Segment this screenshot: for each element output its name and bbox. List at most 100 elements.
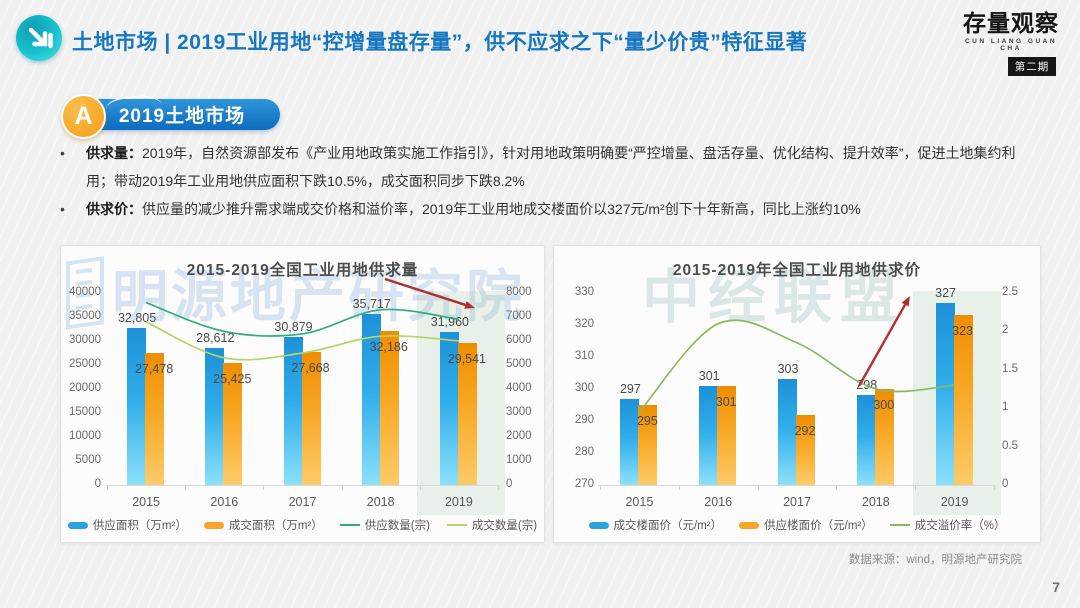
- right-axis-tick: 0.5: [1002, 439, 1018, 452]
- bar-value-label: 27,668: [291, 361, 330, 376]
- legend-label: 成交溢价率（%）: [914, 520, 1006, 532]
- legend-swatch: [739, 521, 760, 529]
- left-axis-tick: 270: [574, 478, 594, 490]
- x-axis-tickmark: [757, 486, 759, 490]
- left-axis-tick: 280: [574, 446, 594, 458]
- left-axis-tick: 310: [574, 350, 594, 362]
- left-axis-tick: 300: [574, 382, 594, 394]
- x-axis-tickmark: [678, 486, 680, 490]
- chart-supply-demand-price: 2015-2019年全国工业用地供求价 330 320 310 300 290 280 27…: [553, 245, 1041, 543]
- legend-label: 供应数量(宗): [364, 520, 430, 532]
- legend-item: 供应面积（万m²）: [67, 517, 187, 533]
- x-axis-tickmark: [107, 486, 108, 490]
- bar-blue-2018: [856, 395, 876, 485]
- bar-value-label: 301: [698, 368, 720, 383]
- data-source: 数据来源：wind，明源地产研究院: [848, 554, 1022, 566]
- legend-label: 成交面积（万m²）: [228, 520, 323, 532]
- legend-item: 成交楼面价（元/m²）: [588, 517, 723, 533]
- bar-orange-2015: [638, 405, 658, 485]
- right-axis-tick: 7000: [506, 310, 532, 322]
- legend-item: 成交溢价率（%）: [889, 517, 1006, 533]
- bar-orange-2015: [145, 353, 165, 485]
- legend-label: 供应楼面价（元/m²）: [764, 520, 873, 532]
- bar-blue-2015: [620, 398, 640, 485]
- bar-value-label: 29,541: [447, 352, 486, 367]
- x-axis-label: 2019: [444, 495, 473, 509]
- bar-orange-2018: [874, 389, 894, 485]
- left-axis-tick: 40000: [69, 286, 101, 298]
- bullet-dot: •: [60, 201, 65, 217]
- x-axis-tickmark: [185, 486, 187, 490]
- bullet-text: 2019年，自然资源部发布《产业用地政策实施工作指引》，针对用地政策明确要“严控…: [86, 145, 1016, 189]
- brand-logo: 存量观察 CUN LIANG GUAN CHA 第二期: [956, 12, 1066, 76]
- right-axis-tick: 2.5: [1002, 286, 1018, 298]
- right-axis-tick: 1: [1002, 401, 1009, 414]
- issue-badge: 第二期: [1007, 57, 1057, 76]
- left-axis-tick: 0: [94, 478, 101, 490]
- legend-swatch: [339, 524, 360, 526]
- bullet-text: 供应量的减少推升需求端成交价格和溢价率，2019年工业用地成交楼面价以327元/…: [142, 201, 861, 217]
- x-axis-tickmark: [419, 486, 421, 490]
- bullet-supply-demand-price: • 供求价：供应量的减少推升需求端成交价格和溢价率，2019年工业用地成交楼面价…: [58, 195, 1038, 223]
- bar-orange-2018: [379, 330, 399, 485]
- legend: 供应面积（万m²） 成交面积（万m²） 供应数量(宗) 成交数量(宗): [61, 517, 544, 533]
- bar-value-label: 27,478: [134, 362, 174, 377]
- bar-orange-2017: [796, 414, 815, 485]
- x-axis-label: 2018: [366, 495, 395, 509]
- bar-value-label: 32,186: [369, 339, 408, 354]
- right-axis-tick: 8000: [506, 286, 532, 298]
- bar-orange-2019: [953, 315, 973, 485]
- x-axis-line: [105, 485, 500, 486]
- right-axis-tick: 2: [1002, 324, 1009, 337]
- legend-item: 供应楼面价（元/m²）: [739, 517, 873, 533]
- bar-value-label: 35,717: [352, 296, 391, 311]
- right-axis-tick: 3000: [506, 406, 532, 418]
- bar-value-label: 30,879: [274, 319, 313, 334]
- bar-value-label: 297: [619, 381, 641, 396]
- x-axis-tickmark: [498, 486, 499, 490]
- brand-arrow-icon: [16, 15, 62, 61]
- bullet-dot: •: [60, 145, 65, 161]
- legend-swatch: [588, 521, 609, 529]
- bar-value-label: 327: [935, 285, 957, 300]
- chart-title: 2015-2019年全国工业用地供求价: [672, 262, 922, 279]
- legend-label: 供应面积（万m²）: [92, 520, 187, 532]
- right-axis-tick: 1.5: [1002, 362, 1018, 375]
- bar-value-label: 301: [715, 394, 737, 409]
- left-axis-tick: 290: [574, 414, 594, 426]
- x-axis-label: 2019: [940, 495, 969, 509]
- logo-subtitle: CUN LIANG GUAN CHA: [964, 38, 1058, 52]
- legend-swatch: [889, 524, 910, 526]
- bar-blue-2017: [283, 336, 303, 485]
- legend-item: 成交面积（万m²）: [203, 517, 323, 533]
- left-axis-tick: 330: [574, 286, 594, 298]
- legend-label: 成交楼面价（元/m²）: [613, 520, 723, 532]
- x-axis-tickmark: [263, 486, 265, 490]
- bar-blue-2019: [439, 331, 459, 485]
- bar-value-label: 295: [636, 414, 658, 428]
- bar-value-label: 28,612: [196, 330, 235, 345]
- x-axis-label: 2016: [704, 495, 733, 509]
- right-axis-tick: 0: [506, 478, 513, 490]
- bar-orange-2016: [223, 362, 243, 485]
- bar-value-label: 300: [873, 398, 895, 412]
- left-axis-tick: 35000: [69, 310, 101, 322]
- right-axis-tick: 1000: [506, 454, 532, 466]
- bar-value-label: 32,805: [117, 310, 157, 325]
- bar-blue-2016: [205, 347, 225, 485]
- x-axis-label: 2017: [783, 495, 811, 509]
- x-axis-label: 2018: [861, 495, 890, 509]
- left-axis-tick: 30000: [69, 334, 101, 346]
- legend-swatch: [203, 521, 224, 529]
- left-axis-tick: 25000: [69, 358, 101, 370]
- page-title: 土地市场 | 2019工业用地“控增量盘存量”，供不应求之下“量少价贵”特征显著: [72, 31, 808, 54]
- x-axis-tickmark: [836, 486, 838, 490]
- bar-orange-2017: [301, 352, 321, 485]
- legend-label: 成交数量(宗): [471, 520, 538, 532]
- x-axis-line: [598, 485, 996, 486]
- page-number: 7: [1052, 580, 1060, 595]
- left-axis-tick: 320: [574, 318, 594, 330]
- plot-area: 330 320 310 300 290 280 270 2.5 2 1.5 1 0.5 0 297 301 3…: [554, 246, 1040, 542]
- bar-value-label: 323: [952, 324, 974, 339]
- right-axis-tick: 0: [1002, 478, 1009, 490]
